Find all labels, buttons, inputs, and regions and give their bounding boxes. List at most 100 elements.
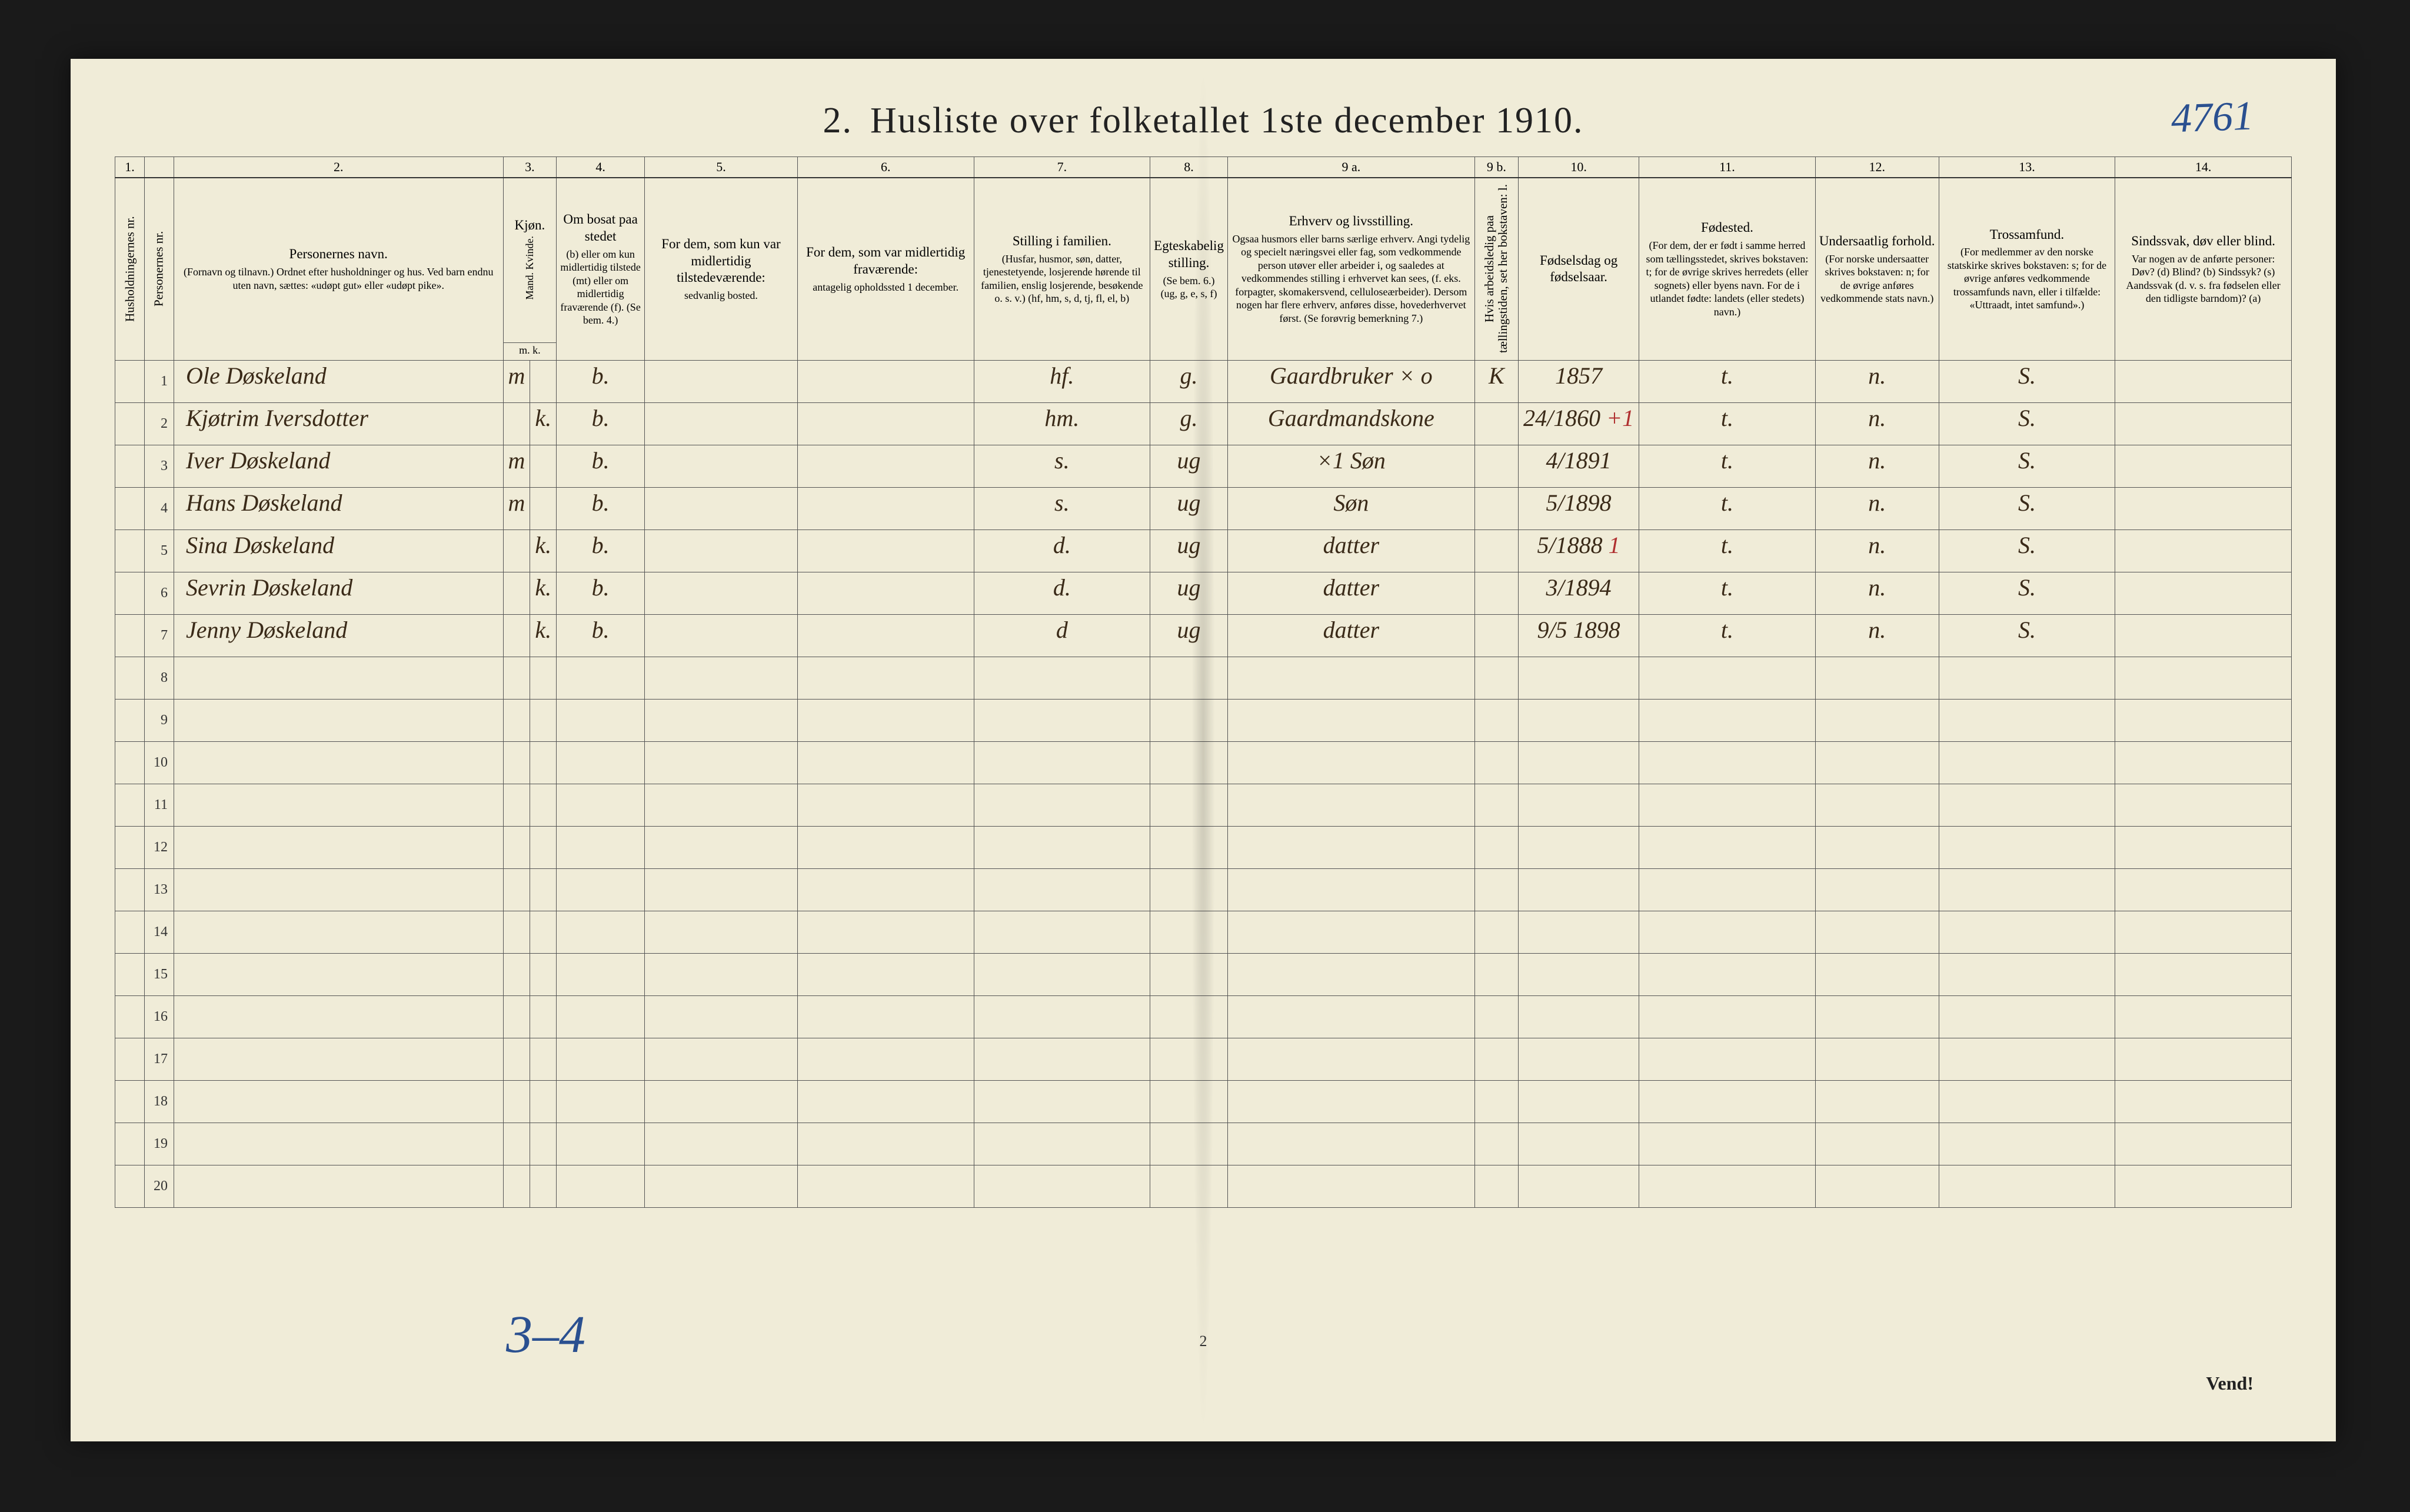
cell <box>1150 1123 1228 1165</box>
cell <box>974 953 1150 995</box>
cell: n. <box>1815 529 1939 572</box>
cell <box>1815 699 1939 741</box>
cell: 7 <box>144 614 174 657</box>
hdr-occupation-sub: Ogsaa husmors eller barns særlige erhver… <box>1231 232 1471 325</box>
hdr-unemployed: Hvis arbeidsledig paa tællingstiden, set… <box>1474 178 1518 360</box>
cell: b. <box>557 445 645 487</box>
cell <box>797 529 974 572</box>
cell <box>1519 1165 1639 1207</box>
table-row: 9 <box>115 699 2292 741</box>
cell: b. <box>557 402 645 445</box>
hdr-disability-sub: Var nogen av de anførte personer: Døv? (… <box>2119 252 2288 305</box>
cell <box>974 1080 1150 1123</box>
cell <box>115 1038 145 1080</box>
cell <box>1227 1123 1474 1165</box>
cell <box>1639 911 1816 953</box>
cell <box>1474 741 1518 784</box>
cell: ug <box>1150 614 1228 657</box>
cell <box>530 487 557 529</box>
cell <box>797 741 974 784</box>
cell <box>1939 868 2115 911</box>
cell: k. <box>530 572 557 614</box>
table-row: 15 <box>115 953 2292 995</box>
cell: b. <box>557 614 645 657</box>
cell <box>974 826 1150 868</box>
hdr-residence: Om bosat paa stedet (b) eller om kun mid… <box>557 178 645 360</box>
cell <box>174 1123 503 1165</box>
cell: n. <box>1815 572 1939 614</box>
cell <box>115 868 145 911</box>
cell <box>974 699 1150 741</box>
hdr-birthdate-main: Fødselsdag og fødselsaar. <box>1540 253 1617 285</box>
cell <box>797 572 974 614</box>
cell <box>557 826 645 868</box>
cell <box>503 699 530 741</box>
cell <box>530 826 557 868</box>
cell <box>1815 1165 1939 1207</box>
cell <box>1939 1123 2115 1165</box>
cell: Iver Døskeland <box>174 445 503 487</box>
cell <box>1519 953 1639 995</box>
hdr-temp-present: For dem, som kun var midlertidig tilsted… <box>645 178 798 360</box>
cell <box>1474 868 1518 911</box>
cell <box>503 995 530 1038</box>
cell <box>797 487 974 529</box>
cell <box>115 402 145 445</box>
cell <box>115 487 145 529</box>
cell <box>174 741 503 784</box>
cell: Hans Døskeland <box>174 487 503 529</box>
cell: k. <box>530 402 557 445</box>
cell: t. <box>1639 360 1816 402</box>
cell <box>2115 572 2292 614</box>
cell: datter <box>1227 529 1474 572</box>
cell <box>1939 699 2115 741</box>
cell <box>115 784 145 826</box>
cell <box>1150 953 1228 995</box>
cell <box>1150 741 1228 784</box>
cell: t. <box>1639 614 1816 657</box>
cell <box>557 1038 645 1080</box>
cell: Gaardbruker × o <box>1227 360 1474 402</box>
cell <box>2115 402 2292 445</box>
cell <box>1519 1123 1639 1165</box>
cell <box>530 1038 557 1080</box>
cell <box>645 868 798 911</box>
cell <box>1815 1038 1939 1080</box>
colnum-7: 7. <box>974 157 1150 178</box>
cell <box>1939 741 2115 784</box>
cell <box>974 868 1150 911</box>
cell <box>645 402 798 445</box>
cell <box>1150 1080 1228 1123</box>
colnum-9b: 9 b. <box>1474 157 1518 178</box>
cell <box>1815 1080 1939 1123</box>
cell <box>174 784 503 826</box>
cell <box>174 1038 503 1080</box>
annotation: +1 <box>1600 405 1634 431</box>
cell <box>797 1080 974 1123</box>
cell <box>530 741 557 784</box>
cell <box>797 657 974 699</box>
hdr-sex: Kjøn. Mand. Kvinde. <box>503 178 557 342</box>
cell: ug <box>1150 529 1228 572</box>
cell <box>797 995 974 1038</box>
annotation: 1 <box>1603 532 1620 558</box>
hdr-family-pos-main: Stilling i familien. <box>1013 234 1111 248</box>
cell <box>115 911 145 953</box>
cell <box>1474 953 1518 995</box>
table-body: 1Ole Døskelandmb.hf.g.Gaardbruker × oK18… <box>115 360 2292 1207</box>
cell <box>1639 784 1816 826</box>
cell <box>1227 657 1474 699</box>
cell <box>2115 1038 2292 1080</box>
cell <box>557 868 645 911</box>
hdr-nationality-sub: (For norske undersaatter skrives bokstav… <box>1819 252 1935 305</box>
cell <box>503 1080 530 1123</box>
cell <box>1474 402 1518 445</box>
cell <box>1227 699 1474 741</box>
cell: b. <box>557 572 645 614</box>
cell <box>1150 1165 1228 1207</box>
title-number: 2. <box>823 101 853 141</box>
cell <box>2115 741 2292 784</box>
cell <box>2115 445 2292 487</box>
cell <box>1474 572 1518 614</box>
table-row: 8 <box>115 657 2292 699</box>
